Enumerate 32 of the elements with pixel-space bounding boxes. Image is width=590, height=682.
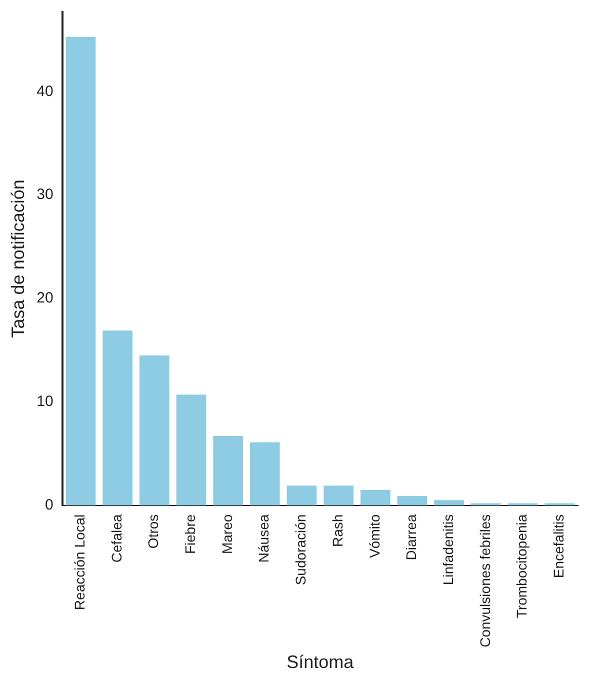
x-tick-label: Vómito (366, 514, 382, 558)
x-tick-label: Linfadenitis (440, 514, 456, 586)
x-tick-label: Rash (329, 514, 346, 548)
x-tick-label: Encefalitis (550, 514, 566, 578)
bar (434, 500, 464, 506)
x-tick-label: Náusea (256, 514, 272, 563)
x-tick-label: Reacción Local (72, 514, 88, 610)
bar (324, 486, 354, 506)
y-tick-label: 20 (36, 290, 54, 307)
y-tick-label: 0 (44, 496, 54, 514)
bar (286, 486, 317, 506)
x-tick-label: Convulsiones febriles (476, 514, 493, 648)
bar (66, 36, 96, 506)
bar (139, 355, 170, 506)
x-tick-label: Trombocitopenia (514, 514, 530, 618)
bar (102, 330, 132, 506)
x-tick-label: Fiebre (182, 514, 198, 554)
bar (176, 394, 206, 506)
x-tick-label: Diarrea (403, 514, 420, 560)
x-tick-label: Sudoración (292, 514, 309, 586)
y-tick-label: 40 (36, 82, 54, 100)
y-tick-label: 10 (36, 393, 54, 410)
x-tick-label: Otros (145, 514, 162, 549)
y-axis-title: Tasa de notificación (8, 180, 28, 338)
bar (250, 442, 280, 506)
x-axis-title: Síntoma (286, 652, 355, 672)
y-tick-label: 30 (36, 186, 54, 204)
x-tick-label: Cefalea (108, 514, 124, 563)
bar (213, 436, 243, 506)
bar (397, 496, 428, 506)
x-tick-label: Mareo (218, 514, 235, 554)
bar (360, 490, 390, 506)
